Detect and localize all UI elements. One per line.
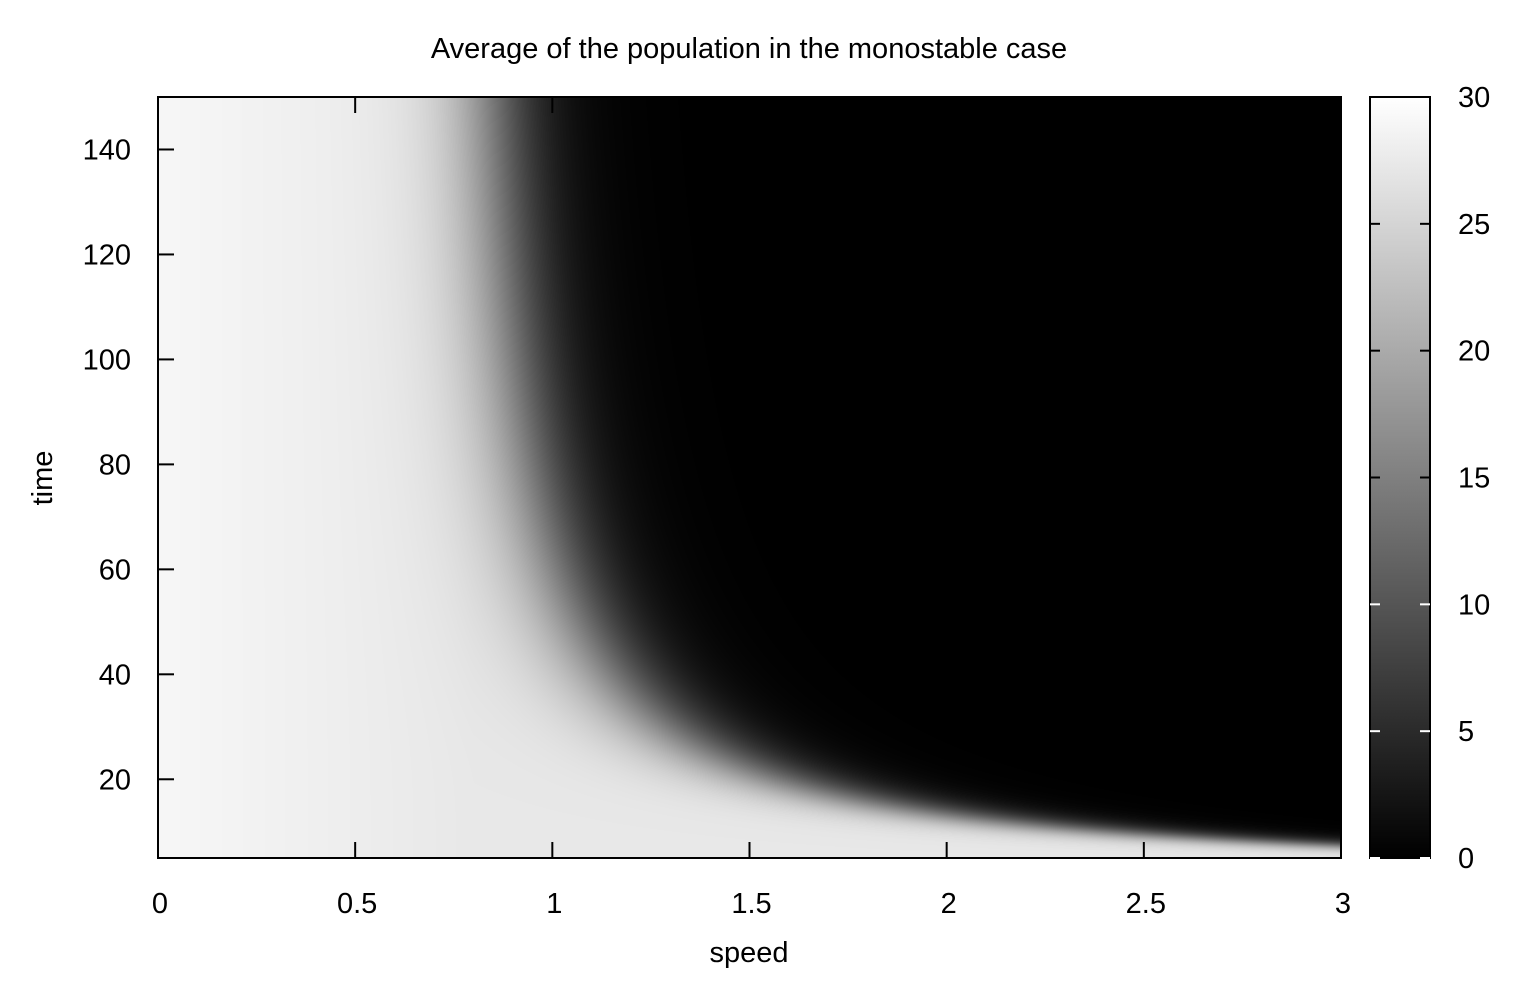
x-tick-label: 3 <box>1335 888 1351 920</box>
colorbar-tick-label: 5 <box>1458 716 1474 748</box>
x-axis-label: speed <box>709 937 788 969</box>
y-tick-label: 20 <box>99 764 131 796</box>
heatmap-area <box>158 97 1341 858</box>
colorbar-tick-label: 0 <box>1458 843 1474 875</box>
x-tick-label: 2.5 <box>1126 888 1166 920</box>
y-axis-label: time <box>27 451 59 506</box>
colorbar-tick-label: 10 <box>1458 589 1490 621</box>
x-tick-label: 1.5 <box>731 888 771 920</box>
y-tick-label: 100 <box>83 344 131 376</box>
y-tick-label: 40 <box>99 659 131 691</box>
colorbar-tick-label: 20 <box>1458 336 1490 368</box>
colorbar-tick-label: 30 <box>1458 82 1490 114</box>
colorbar-tick-label: 25 <box>1458 209 1490 241</box>
x-tick-label: 0.5 <box>337 888 377 920</box>
x-tick-label: 1 <box>546 888 562 920</box>
y-tick-label: 80 <box>99 449 131 481</box>
y-tick-label: 60 <box>99 554 131 586</box>
colorbar-tick-label: 15 <box>1458 463 1490 495</box>
y-tick-label: 140 <box>83 134 131 166</box>
x-tick-label: 2 <box>941 888 957 920</box>
colorbar-axis: 0 5 10 15 20 25 30 <box>1370 82 1490 875</box>
y-tick-label: 120 <box>83 239 131 271</box>
x-tick-label: 0 <box>152 888 168 920</box>
x-axis: 0 0.5 1 1.5 2 2.5 3 <box>152 97 1351 920</box>
y-axis: 20 40 60 80 100 120 140 <box>83 134 1341 796</box>
chart-title: Average of the population in the monosta… <box>431 33 1067 65</box>
